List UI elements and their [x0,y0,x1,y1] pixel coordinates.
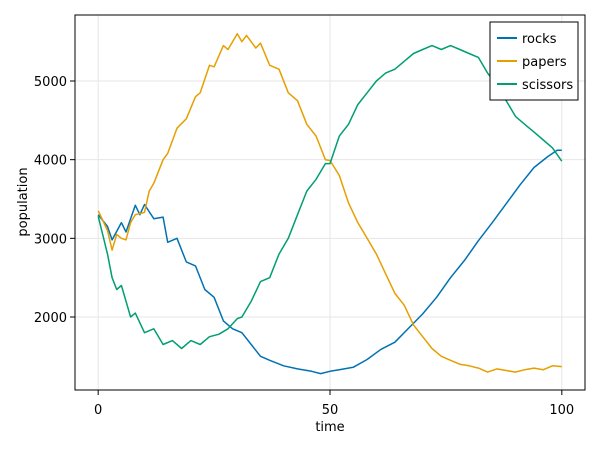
x-tick-label: 0 [94,403,102,418]
legend-label-rocks: rocks [522,32,557,47]
series-line-papers [97,33,562,373]
y-tick-label: 3000 [34,232,67,247]
y-tick-label: 2000 [34,311,67,326]
tick-labels: 0 50 100 2000 3000 4000 5000 [34,75,574,418]
y-tick-label: 4000 [34,154,67,169]
legend-label-papers: papers [522,55,567,70]
legend-label-scissors: scissors [522,78,573,93]
x-tick-label: 100 [549,403,574,418]
x-tick-label: 50 [322,403,339,418]
series-line-scissors [97,44,563,350]
series-line-rocks [97,149,562,375]
x-axis-label: time [315,420,344,435]
y-tick-label: 5000 [34,75,67,90]
legend: rocks papers scissors [489,21,579,101]
series-lines [97,33,563,375]
y-axis-label: population [16,167,31,236]
